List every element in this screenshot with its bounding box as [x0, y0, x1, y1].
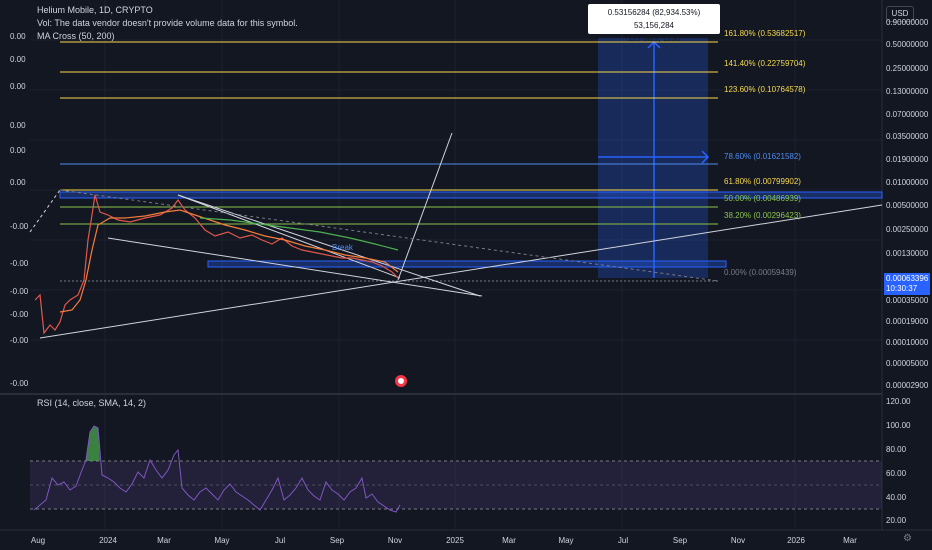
time-axis-label: Mar [157, 536, 171, 545]
right-axis-label: 0.00010000 [886, 338, 929, 347]
right-axis-label: 0.90000000 [886, 18, 929, 27]
fib-label: 38.20% (0.00296423) [724, 211, 801, 220]
time-axis-label: Jul [274, 536, 286, 545]
right-axis-label: 0.00130000 [886, 249, 929, 258]
time-axis-label: May [558, 536, 574, 545]
time-axis-label: Mar [843, 536, 857, 545]
rsi-axis-label: 40.00 [886, 493, 907, 502]
right-axis-label: 0.03500000 [886, 132, 929, 141]
break-label: Break [332, 243, 354, 252]
time-axis-label: Nov [730, 536, 746, 545]
time-axis-label: Aug [30, 536, 46, 545]
left-axis-label: 0.00 [10, 32, 26, 41]
resistance-zone [59, 191, 883, 199]
fib-label: 78.60% (0.01621582) [724, 152, 801, 161]
right-axis-label: 0.01900000 [886, 155, 929, 164]
measure-area [598, 38, 708, 278]
fib-label: 141.40% (0.22759704) [724, 59, 806, 68]
left-axis-label: 0.00 [10, 178, 26, 187]
time-axis-label: Nov [387, 536, 403, 545]
support-zone [207, 260, 727, 268]
measure-line-1: 0.53156284 (82,934.53%) 53,156,284 [607, 8, 701, 30]
time-axis-label: 2026 [787, 536, 805, 545]
bar-countdown: 10:30:37 [886, 284, 918, 293]
left-axis-label: 0.00 [10, 82, 26, 91]
right-axis-label: 0.00250000 [886, 225, 929, 234]
left-axis-label: -0.00 [10, 336, 29, 345]
time-axis-label: Jul [617, 536, 629, 545]
rsi-axis-label: 80.00 [886, 445, 907, 454]
left-axis-label: -0.00 [10, 287, 29, 296]
measure-tooltip: 0.53156284 (82,934.53%) 53,156,284 115 b… [588, 4, 720, 43]
ma-200-line [199, 217, 399, 251]
trend-lines [29, 132, 883, 339]
fib-label: 123.60% (0.10764578) [724, 85, 806, 94]
last-price-tag: 0.00063396 10:30:37 [884, 273, 930, 295]
time-axis-label: 2024 [99, 536, 117, 545]
left-axis-label: -0.00 [10, 379, 29, 388]
ma-cross-label[interactable]: MA Cross (50, 200) [37, 31, 115, 41]
fib-label: 0.00% (0.00059439) [724, 268, 797, 277]
rsi-axis-label: 20.00 [886, 516, 907, 525]
right-axis-label: 0.00002900 [886, 381, 929, 390]
right-axis-label: 0.01000000 [886, 178, 929, 187]
right-axis-label: 0.00035000 [886, 296, 929, 305]
rsi-axis-label: 100.00 [886, 421, 911, 430]
fib-label: 161.80% (0.53682517) [724, 29, 806, 38]
time-axis-label: Sep [672, 536, 688, 545]
fib-label: 61.80% (0.00799902) [724, 177, 801, 186]
price-line [34, 194, 399, 335]
right-axis-label: 0.13000000 [886, 87, 929, 96]
last-price-value: 0.00063396 [886, 274, 929, 283]
left-axis-label: -0.00 [10, 310, 29, 319]
fib-label: 50.00% (0.00486939) [724, 194, 801, 203]
currency-button[interactable]: USD [886, 6, 914, 22]
time-axis-label: Sep [329, 536, 345, 545]
rsi-label[interactable]: RSI (14, close, SMA, 14, 2) [37, 398, 147, 408]
time-axis-label: Mar [502, 536, 516, 545]
settings-gear-icon[interactable]: ⚙ [903, 533, 912, 544]
ma-50-line [59, 209, 399, 313]
time-axis-label: 2025 [446, 536, 464, 545]
rsi-overbought-fill [86, 426, 100, 461]
left-axis-label: 0.00 [10, 121, 26, 130]
left-axis-label: -0.00 [10, 259, 29, 268]
rsi-line [33, 425, 401, 513]
right-axis-label: 0.50000000 [886, 40, 929, 49]
volume-note: Vol: The data vendor doesn't provide vol… [37, 18, 298, 28]
right-axis-label: 0.07000000 [886, 110, 929, 119]
measure-line-2: 115 bars, 115d [627, 34, 681, 43]
chart-title: Helium Mobile, 1D, CRYPTO [37, 5, 153, 15]
time-axis-label: May [214, 536, 230, 545]
rsi-axis-label: 120.00 [886, 397, 911, 406]
fib-lines [60, 41, 718, 282]
event-flag-icon[interactable] [395, 375, 407, 387]
left-axis-label: -0.00 [10, 222, 29, 231]
right-axis-label: 0.25000000 [886, 64, 929, 73]
rsi-axis-label: 60.00 [886, 469, 907, 478]
right-axis-label: 0.00019000 [886, 317, 929, 326]
left-axis-label: 0.00 [10, 55, 26, 64]
right-axis-label: 0.00005000 [886, 359, 929, 368]
left-axis-label: 0.00 [10, 146, 26, 155]
right-axis-label: 0.00500000 [886, 201, 929, 210]
